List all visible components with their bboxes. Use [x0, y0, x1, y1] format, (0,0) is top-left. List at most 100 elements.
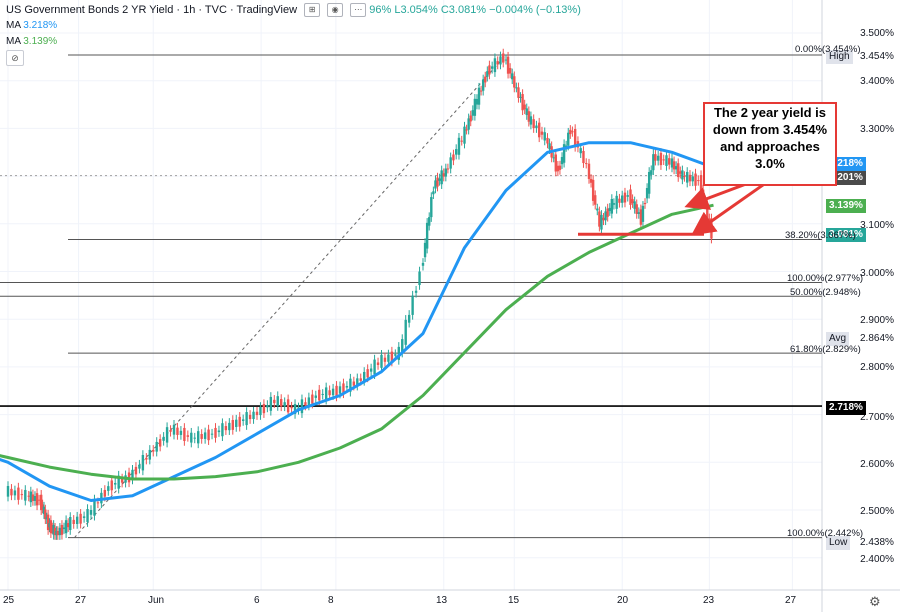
y-tick: 3.100%	[860, 220, 894, 231]
candle-body	[193, 437, 196, 439]
candle-body	[407, 314, 411, 323]
candle-body	[643, 202, 647, 205]
candle-body	[103, 489, 107, 497]
chart-title[interactable]: US Government Bonds 2 YR Yield · 1h · TV…	[6, 3, 298, 16]
candle-body	[460, 140, 463, 142]
candle-body	[162, 436, 165, 441]
candle-body	[585, 163, 588, 165]
candle-body	[387, 354, 390, 362]
candle-body	[314, 395, 317, 398]
candle-body	[369, 368, 373, 372]
candle-body	[540, 131, 544, 135]
candle-body	[10, 488, 13, 496]
candle-body	[238, 416, 241, 427]
ma1-value: 3.218%	[23, 20, 58, 31]
candle-body	[681, 170, 684, 180]
candle-body	[210, 433, 214, 435]
candle-body	[35, 493, 39, 506]
candle-body	[567, 132, 570, 146]
candle-body	[432, 191, 435, 195]
candle-body	[633, 201, 636, 209]
candle-body	[598, 211, 601, 227]
candle-body	[17, 487, 20, 500]
x-tick: 20	[617, 595, 629, 606]
candle-body	[511, 73, 514, 80]
candle-body	[48, 523, 51, 528]
candle-body	[532, 119, 535, 129]
candle-body	[283, 402, 286, 407]
hide-indicators-icon[interactable]: ⊘	[6, 50, 24, 66]
candle-body	[335, 385, 338, 397]
ma2-legend[interactable]: MA 3.139%	[6, 36, 57, 47]
candle-body	[535, 125, 538, 129]
more-icon[interactable]: ⋯	[350, 3, 367, 17]
candle-body	[241, 419, 245, 421]
candle-body	[694, 173, 697, 186]
fib-label-100b: 100.00%(2.442%)	[787, 528, 864, 539]
x-tick: 27	[785, 595, 797, 606]
candle-body	[645, 188, 649, 199]
candle-body	[425, 222, 429, 249]
candle-body	[255, 411, 259, 416]
candle-body	[612, 203, 616, 205]
candle-body	[560, 157, 564, 165]
candle-body	[352, 381, 356, 386]
candle-body	[345, 385, 349, 388]
candle-body	[647, 171, 651, 194]
candle-body	[552, 157, 555, 159]
candle-body	[397, 346, 400, 360]
candle-body	[652, 154, 655, 171]
fib-label-618: 61.80%(2.829%)	[790, 344, 861, 355]
x-tick: 23	[703, 595, 715, 606]
candle-body	[110, 480, 113, 491]
candle-body	[86, 509, 89, 523]
candle-body	[141, 454, 145, 471]
compare-icon[interactable]: ⊞	[304, 3, 321, 17]
candle-body	[380, 354, 383, 368]
candle-body	[37, 499, 41, 501]
candle-body	[197, 431, 200, 444]
candle-body	[6, 485, 10, 497]
x-tick: 8	[328, 595, 334, 606]
candle-body	[401, 339, 404, 353]
candle-body	[89, 510, 93, 515]
candle-body	[481, 79, 485, 91]
low-tag: Low	[826, 536, 851, 550]
candle-body	[33, 496, 37, 501]
candle-body	[114, 482, 117, 485]
chart-header: US Government Bonds 2 YR Yield · 1h · TV…	[6, 3, 581, 17]
candle-body	[442, 173, 445, 177]
x-tick: 25	[3, 595, 15, 606]
candle-body	[608, 207, 611, 212]
candle-body	[321, 393, 324, 395]
candle-body	[64, 520, 68, 534]
candle-body	[120, 478, 124, 483]
candle-body	[217, 430, 221, 433]
candle-body	[529, 116, 533, 125]
fib-label-382: 38.20%(3.067%)	[785, 230, 856, 241]
ma1-label: MA	[6, 20, 21, 31]
candle-body	[186, 435, 190, 437]
candle-body	[515, 87, 518, 89]
candle-body	[444, 168, 448, 177]
candle-body	[93, 499, 96, 516]
x-tick: 6	[254, 595, 260, 606]
candle-body	[356, 378, 359, 386]
candle-body	[52, 524, 55, 535]
eye-icon[interactable]: ◉	[327, 3, 344, 17]
settings-icon[interactable]: ⚙	[869, 594, 881, 609]
candle-body	[286, 399, 290, 413]
candle-body	[538, 122, 541, 138]
candle-body	[629, 189, 632, 205]
candle-body	[477, 87, 481, 105]
candle-body	[248, 414, 252, 420]
candle-body	[455, 149, 458, 155]
candle-body	[42, 506, 46, 515]
y-tick: 3.300%	[860, 124, 894, 135]
candle-body	[428, 217, 431, 226]
candle-body	[504, 59, 508, 61]
candle-body	[56, 530, 59, 536]
ma1-legend[interactable]: MA 3.218%	[6, 20, 57, 31]
candle-body	[564, 145, 568, 148]
